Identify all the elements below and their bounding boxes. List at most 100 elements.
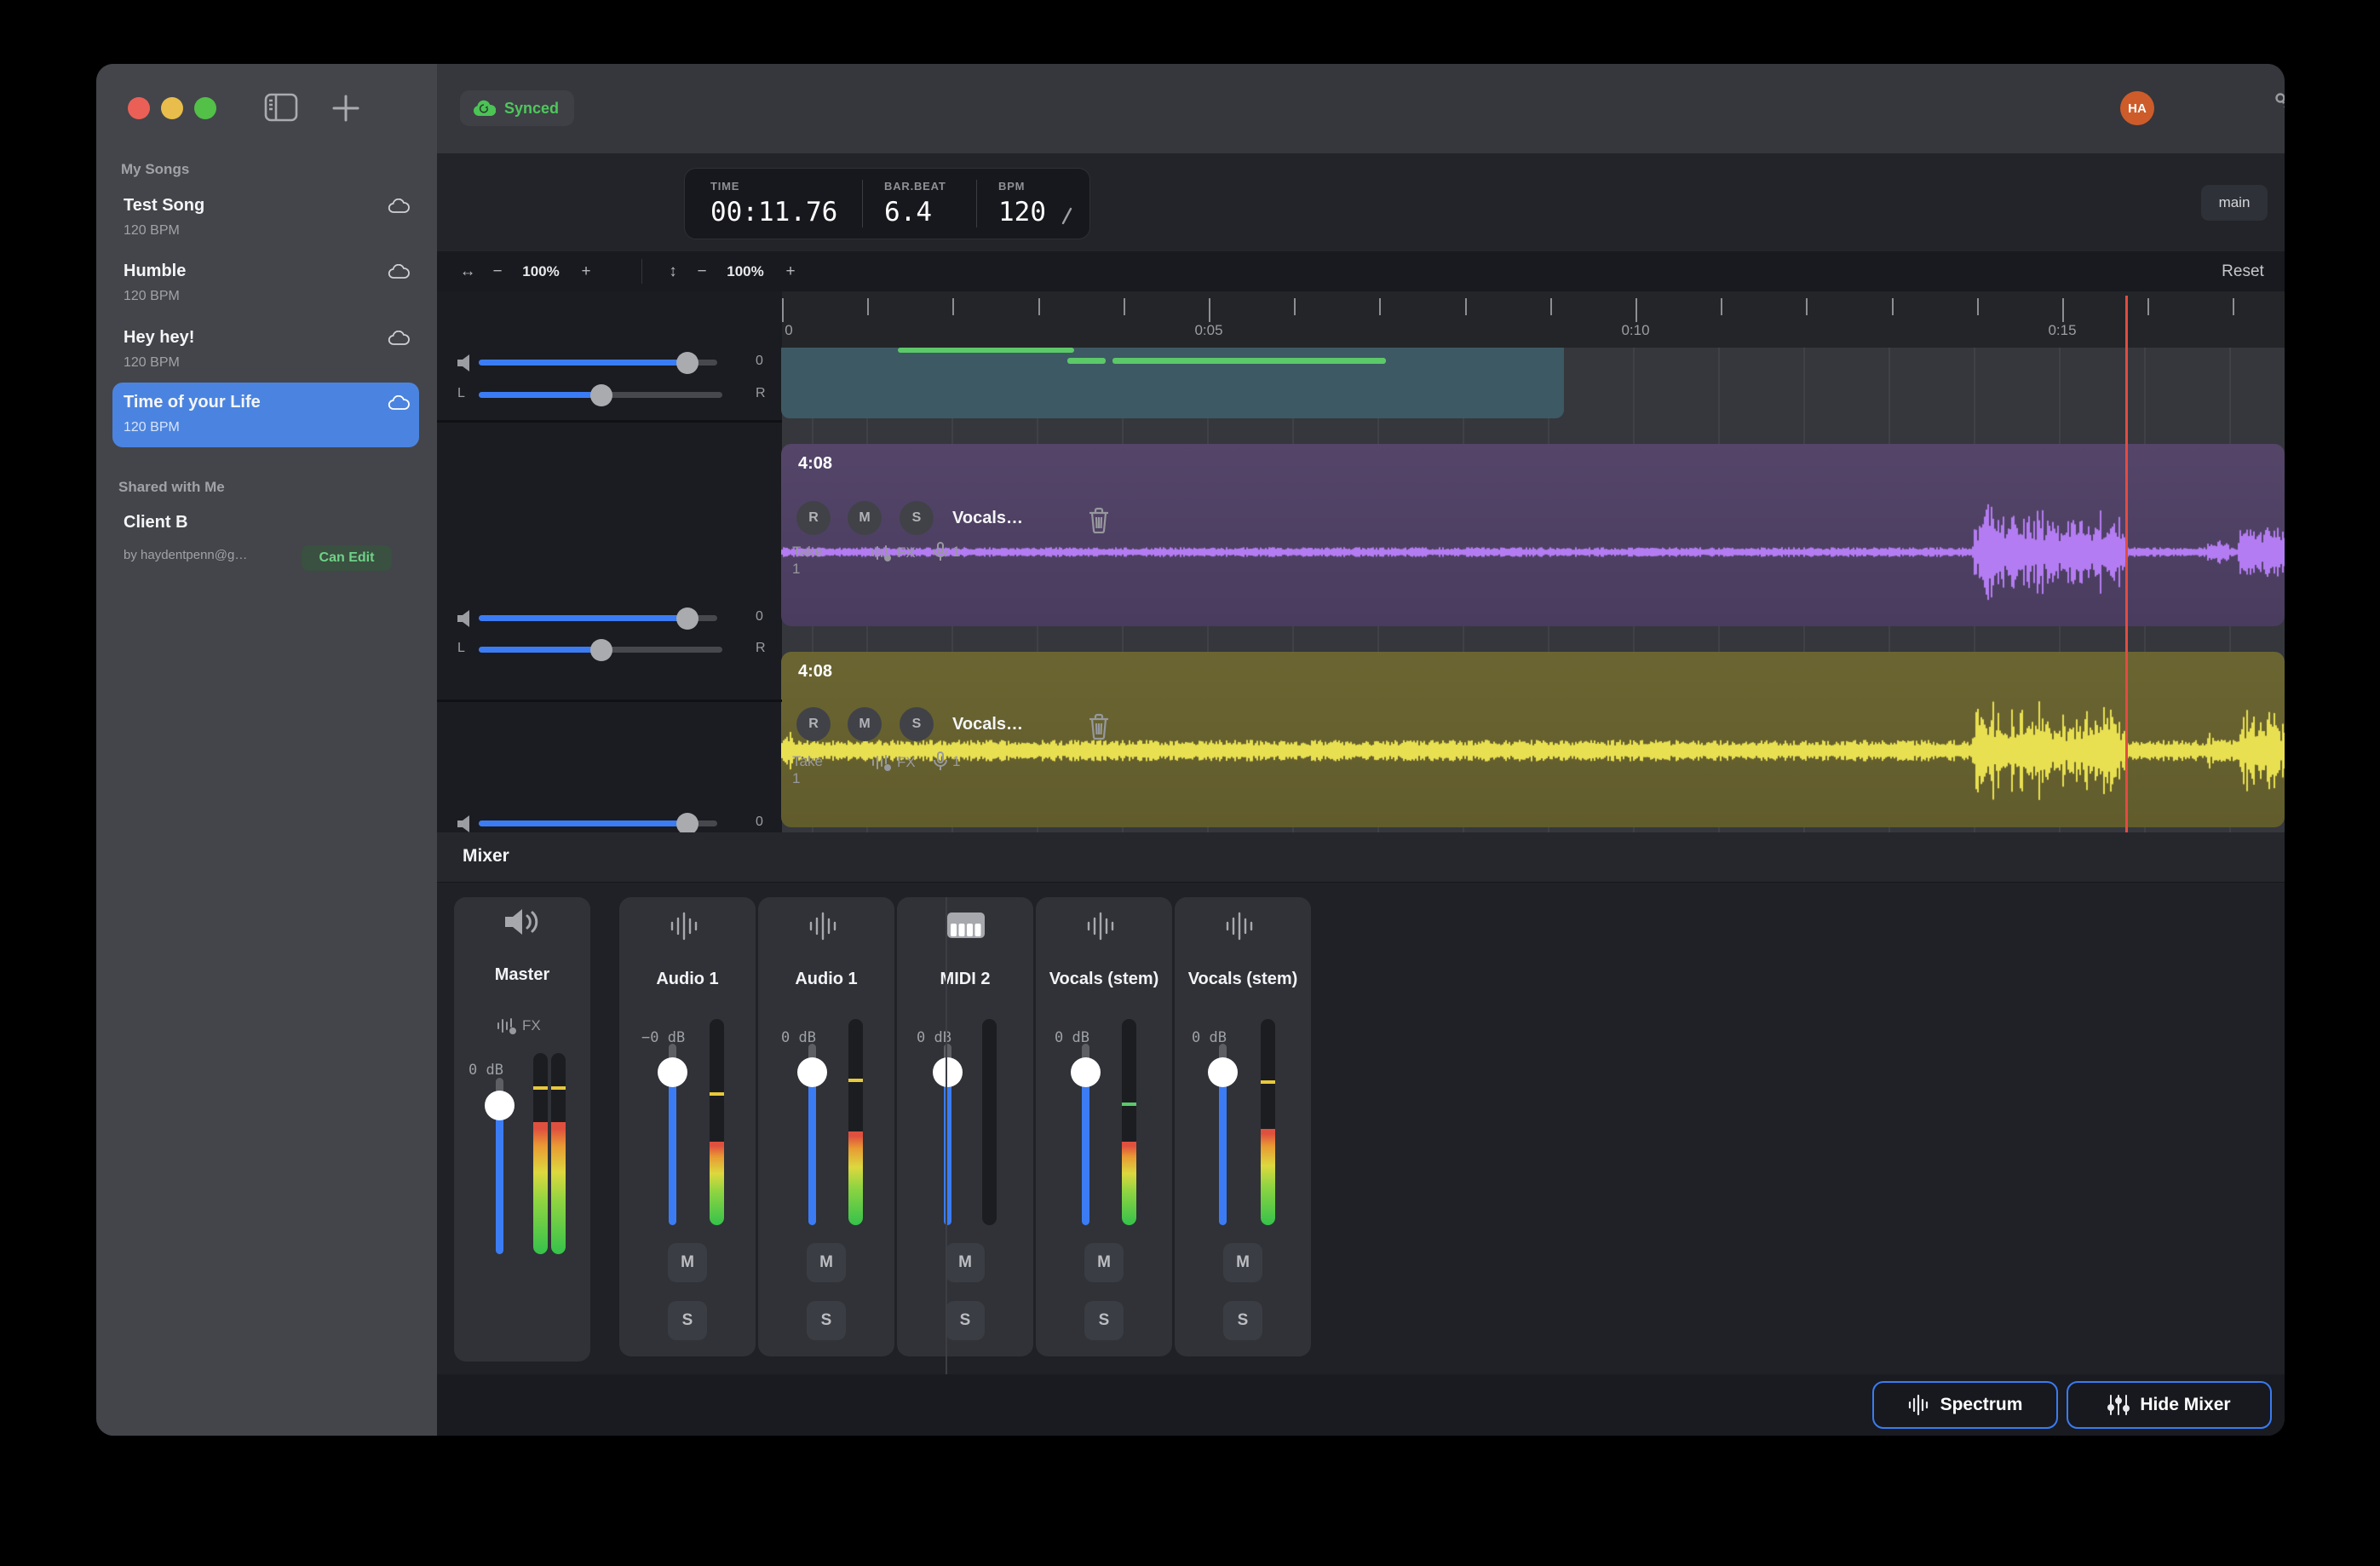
audio-region-vocals-1[interactable]: 4:08 <box>781 444 2285 626</box>
track2-record-arm-button[interactable]: R <box>796 501 831 535</box>
track2-pan-slider[interactable] <box>479 647 722 653</box>
reset-zoom-button[interactable]: Reset <box>2209 251 2277 291</box>
ruler-tick <box>2233 298 2234 315</box>
strip-solo-button[interactable]: S <box>1223 1301 1262 1340</box>
branch-button[interactable]: main <box>2201 185 2268 221</box>
midi-note[interactable] <box>1067 358 1106 364</box>
screen: My Songs Test Song 120 BPM Humble 120 BP… <box>0 0 2380 1566</box>
fader-knob[interactable] <box>1071 1057 1101 1087</box>
fx-wave-icon <box>871 544 892 562</box>
midi-region[interactable] <box>781 348 1564 418</box>
strip-mute-button[interactable]: M <box>1084 1243 1124 1282</box>
wave-icon <box>1085 912 1119 941</box>
track2-mute-button[interactable]: M <box>848 501 882 535</box>
song-title: Humble <box>124 262 186 281</box>
pan-right-label: R <box>756 641 766 656</box>
delete-track-icon[interactable] <box>1087 712 1111 740</box>
strip-name: MIDI 2 <box>897 970 1033 989</box>
transport-bar: TIME 00:11.76 BAR.BEAT 6.4 BPM 120 main <box>437 155 2285 251</box>
track2-take-label[interactable]: Take 1 <box>792 544 823 578</box>
strip-solo-button[interactable]: S <box>1084 1301 1124 1340</box>
piano-icon <box>946 912 986 939</box>
fader-knob[interactable] <box>658 1057 687 1087</box>
midi-note[interactable] <box>898 348 1074 353</box>
edit-bpm-pencil-icon[interactable] <box>1058 206 1075 227</box>
playhead[interactable] <box>2125 296 2128 832</box>
ruler-tick <box>1550 298 1552 315</box>
strip-mute-button[interactable]: M <box>807 1243 846 1282</box>
track3-solo-button[interactable]: S <box>900 707 934 741</box>
track2-fx-button[interactable]: FX <box>871 544 916 562</box>
h-zoom-out-button[interactable]: − <box>485 251 510 291</box>
level-meter <box>533 1053 548 1254</box>
ruler-label: 0:15 <box>2048 322 2076 339</box>
song-bpm: 120 BPM <box>124 223 180 239</box>
bpm-value[interactable]: 120 <box>998 197 1046 227</box>
toggle-sidebar-icon[interactable] <box>264 93 298 122</box>
strip-db-value: 0 dB <box>469 1062 503 1079</box>
automation-graph-icon[interactable] <box>2274 91 2285 125</box>
level-meter <box>1122 1019 1136 1225</box>
track1-pan-slider[interactable] <box>479 392 722 398</box>
fader-knob[interactable] <box>485 1091 515 1120</box>
level-meter <box>982 1019 997 1225</box>
fader-fill <box>496 1105 503 1254</box>
fader-fill <box>669 1072 676 1225</box>
sync-status-badge[interactable]: Synced <box>460 90 574 126</box>
delete-track-icon[interactable] <box>1087 506 1111 533</box>
avatar[interactable]: HA <box>2120 91 2154 125</box>
minimize-window-button[interactable] <box>161 97 183 119</box>
strip-solo-button[interactable]: S <box>946 1301 985 1340</box>
sidebar-item-time-of-your-life-selected[interactable]: Time of your Life 120 BPM <box>112 383 419 447</box>
divider <box>437 420 782 423</box>
spectrum-button[interactable]: Spectrum <box>1872 1381 2058 1429</box>
track3-record-arm-button[interactable]: R <box>796 707 831 741</box>
track2-name[interactable]: Vocals… <box>952 509 1023 528</box>
v-zoom-out-button[interactable]: − <box>689 251 715 291</box>
v-zoom-in-button[interactable]: + <box>778 251 803 291</box>
fader-fill <box>1082 1072 1089 1225</box>
close-window-button[interactable] <box>128 97 150 119</box>
h-zoom-icon: ↔ <box>452 251 483 291</box>
audio-region-vocals-2[interactable]: 4:08 <box>781 652 2285 827</box>
master-fx-button[interactable]: FX <box>497 1016 541 1035</box>
midi-note[interactable] <box>1112 358 1386 364</box>
zoom-controls-bar: ↔ − 100% + ↕ − 100% + Reset <box>437 251 2285 291</box>
fx-wave-icon <box>871 753 892 772</box>
level-meter <box>1261 1019 1275 1225</box>
new-song-icon[interactable] <box>331 93 361 124</box>
fader-knob[interactable] <box>1208 1057 1238 1087</box>
timeline-ruler[interactable]: 00:050:100:15 <box>782 291 2285 348</box>
track2-input[interactable]: 1 <box>934 542 960 562</box>
track2-volume-slider[interactable] <box>479 615 717 621</box>
track3-mute-button[interactable]: M <box>848 707 882 741</box>
mixer-strip-audio-1: Audio 1−0 dBMS <box>619 897 756 1356</box>
ruler-tick <box>782 298 784 322</box>
track3-input[interactable]: 1 <box>934 751 960 772</box>
track3-fx-button[interactable]: FX <box>871 753 916 772</box>
fader-knob[interactable] <box>933 1057 963 1087</box>
track3-take-label[interactable]: Take 1 <box>792 753 823 787</box>
strip-solo-button[interactable]: S <box>668 1301 707 1340</box>
strip-mute-button[interactable]: M <box>1223 1243 1262 1282</box>
sidebar: My Songs Test Song 120 BPM Humble 120 BP… <box>96 64 437 1436</box>
strip-mute-button[interactable]: M <box>668 1243 707 1282</box>
strip-mute-button[interactable]: M <box>946 1243 985 1282</box>
track3-name[interactable]: Vocals… <box>952 715 1023 734</box>
song-bpm: 120 BPM <box>124 420 180 435</box>
zoom-window-button[interactable] <box>194 97 216 119</box>
shared-owner: by haydentpenn@g… <box>124 548 247 562</box>
meter-level <box>1122 1142 1136 1225</box>
sync-status-label: Synced <box>504 100 559 118</box>
track1-volume-slider[interactable] <box>479 360 717 366</box>
level-meter <box>710 1019 724 1225</box>
track3-volume-slider[interactable] <box>479 820 717 826</box>
bpm-label: BPM <box>998 180 1025 193</box>
strip-solo-button[interactable]: S <box>807 1301 846 1340</box>
fader-fill <box>808 1072 816 1225</box>
volume-value: 0 <box>756 609 763 625</box>
h-zoom-in-button[interactable]: + <box>573 251 599 291</box>
track2-solo-button[interactable]: S <box>900 501 934 535</box>
hide-mixer-button[interactable]: Hide Mixer <box>2067 1381 2272 1429</box>
fader-knob[interactable] <box>797 1057 827 1087</box>
